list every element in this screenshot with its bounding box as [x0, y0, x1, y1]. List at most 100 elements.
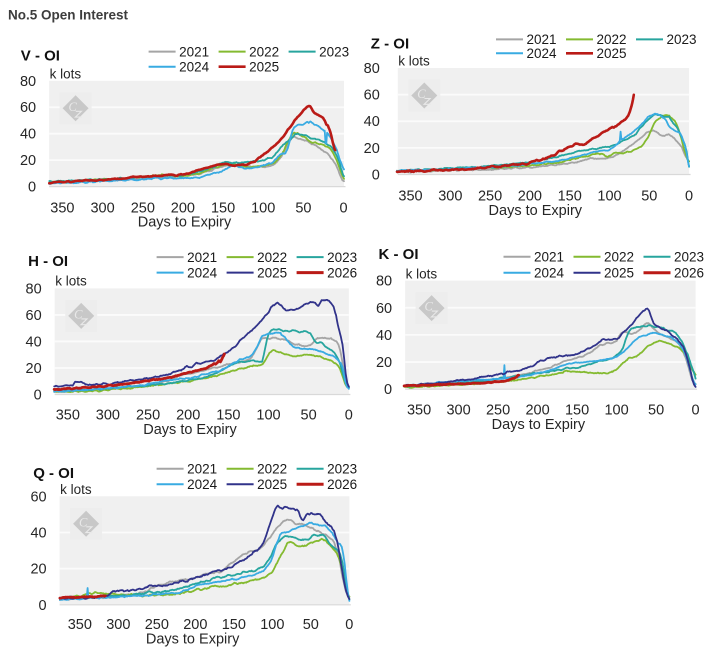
svg-text:300: 300 — [96, 408, 120, 424]
svg-text:0: 0 — [28, 180, 36, 196]
svg-text:2022: 2022 — [597, 32, 627, 47]
svg-text:2023: 2023 — [667, 32, 697, 47]
svg-text:2025: 2025 — [257, 265, 287, 280]
svg-text:Days to Expiry: Days to Expiry — [489, 203, 583, 219]
svg-text:300: 300 — [446, 402, 470, 418]
svg-text:0: 0 — [34, 388, 42, 404]
svg-text:250: 250 — [145, 617, 169, 633]
svg-text:100: 100 — [597, 188, 621, 204]
svg-text:350: 350 — [56, 408, 80, 424]
svg-text:0: 0 — [384, 382, 392, 398]
svg-text:2025: 2025 — [597, 46, 627, 61]
svg-text:2025: 2025 — [249, 60, 279, 75]
svg-text:150: 150 — [216, 408, 240, 424]
svg-text:200: 200 — [525, 402, 549, 418]
svg-text:2023: 2023 — [327, 250, 357, 265]
svg-text:100: 100 — [256, 408, 280, 424]
svg-text:80: 80 — [364, 61, 380, 77]
svg-text:20: 20 — [20, 153, 36, 169]
svg-text:V - OI: V - OI — [21, 48, 60, 65]
svg-text:2023: 2023 — [327, 462, 357, 477]
svg-text:2024: 2024 — [187, 265, 218, 280]
svg-text:2021: 2021 — [534, 250, 564, 265]
svg-text:2021: 2021 — [187, 462, 217, 477]
svg-text:40: 40 — [364, 114, 380, 130]
svg-text:0: 0 — [39, 598, 47, 614]
svg-text:200: 200 — [183, 617, 207, 633]
svg-text:2022: 2022 — [257, 462, 287, 477]
svg-text:2024: 2024 — [534, 266, 565, 281]
svg-text:2022: 2022 — [249, 44, 279, 59]
svg-text:100: 100 — [604, 402, 628, 418]
svg-text:60: 60 — [364, 88, 380, 104]
svg-text:20: 20 — [376, 355, 392, 371]
svg-text:2026: 2026 — [327, 265, 357, 280]
svg-text:C: C — [417, 87, 426, 101]
svg-text:350: 350 — [68, 617, 92, 633]
svg-text:80: 80 — [376, 274, 392, 290]
svg-text:350: 350 — [407, 402, 431, 418]
svg-text:Z - OI: Z - OI — [371, 36, 409, 53]
svg-text:0: 0 — [345, 617, 353, 633]
svg-text:2022: 2022 — [257, 250, 287, 265]
svg-text:60: 60 — [20, 100, 36, 116]
svg-text:250: 250 — [131, 201, 155, 217]
svg-text:50: 50 — [303, 617, 319, 633]
svg-text:250: 250 — [486, 402, 510, 418]
svg-text:2025: 2025 — [604, 266, 634, 281]
svg-text:20: 20 — [26, 361, 42, 377]
svg-text:80: 80 — [26, 281, 42, 297]
svg-text:40: 40 — [30, 526, 46, 542]
svg-text:2026: 2026 — [327, 477, 357, 492]
svg-text:350: 350 — [398, 188, 422, 204]
svg-text:Days to Expiry: Days to Expiry — [143, 422, 237, 438]
svg-text:2026: 2026 — [674, 266, 704, 281]
svg-text:2021: 2021 — [179, 44, 209, 59]
svg-text:Days to Expiry: Days to Expiry — [492, 417, 586, 433]
svg-text:2025: 2025 — [257, 477, 287, 492]
svg-text:40: 40 — [376, 328, 392, 344]
svg-text:K - OI: K - OI — [379, 246, 419, 263]
svg-text:0: 0 — [692, 402, 700, 418]
svg-text:k lots: k lots — [398, 54, 430, 69]
svg-text:2024: 2024 — [179, 60, 210, 75]
svg-text:k lots: k lots — [50, 66, 82, 81]
svg-text:300: 300 — [106, 617, 130, 633]
svg-text:k lots: k lots — [406, 266, 438, 281]
svg-text:150: 150 — [558, 188, 582, 204]
svg-text:k lots: k lots — [55, 274, 87, 289]
svg-text:50: 50 — [648, 402, 664, 418]
svg-text:200: 200 — [171, 201, 195, 217]
svg-text:150: 150 — [222, 617, 246, 633]
svg-text:100: 100 — [260, 617, 284, 633]
svg-text:20: 20 — [30, 562, 46, 578]
svg-text:250: 250 — [136, 408, 160, 424]
svg-text:C: C — [79, 515, 88, 529]
svg-text:50: 50 — [301, 408, 317, 424]
svg-text:100: 100 — [251, 201, 275, 217]
svg-text:150: 150 — [565, 402, 589, 418]
svg-text:2021: 2021 — [527, 32, 557, 47]
svg-text:Days to Expiry: Days to Expiry — [138, 215, 232, 231]
svg-text:0: 0 — [345, 408, 353, 424]
svg-text:60: 60 — [30, 489, 46, 505]
svg-text:200: 200 — [176, 408, 200, 424]
svg-text:350: 350 — [50, 201, 74, 217]
svg-text:2023: 2023 — [674, 250, 704, 265]
svg-text:2021: 2021 — [187, 250, 217, 265]
svg-text:80: 80 — [20, 74, 36, 90]
svg-text:C: C — [69, 100, 78, 114]
svg-text:2022: 2022 — [604, 250, 634, 265]
svg-text:0: 0 — [372, 168, 380, 184]
svg-text:60: 60 — [26, 308, 42, 324]
svg-text:Q - OI: Q - OI — [33, 465, 74, 482]
svg-text:40: 40 — [26, 334, 42, 350]
svg-text:150: 150 — [211, 201, 235, 217]
svg-text:2023: 2023 — [319, 44, 349, 59]
svg-text:Days to Expiry: Days to Expiry — [146, 632, 240, 648]
svg-text:C: C — [425, 300, 434, 314]
svg-text:50: 50 — [295, 201, 311, 217]
svg-text:No.5 Open Interest: No.5 Open Interest — [8, 8, 129, 23]
svg-text:0: 0 — [685, 188, 693, 204]
svg-text:k lots: k lots — [60, 482, 92, 497]
